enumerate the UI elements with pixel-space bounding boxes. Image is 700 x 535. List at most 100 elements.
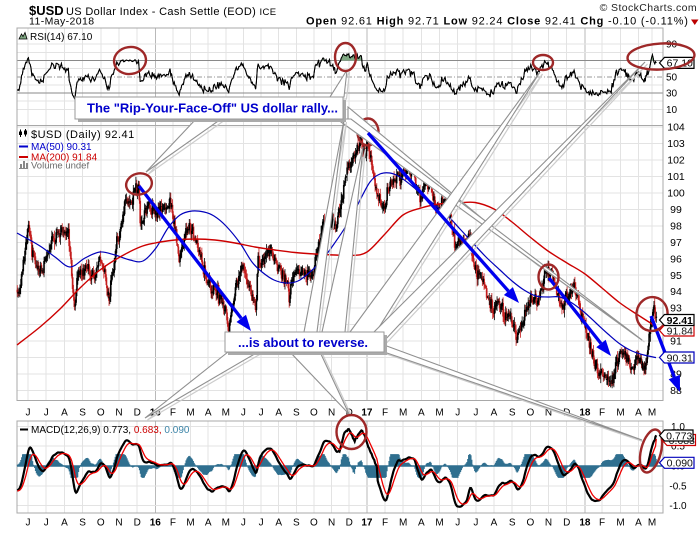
- svg-text:M: M: [435, 408, 443, 419]
- svg-text:18: 18: [579, 518, 591, 529]
- svg-text:N: N: [115, 518, 122, 529]
- svg-text:J: J: [455, 408, 460, 419]
- svg-text:O: O: [97, 408, 105, 419]
- svg-text:N: N: [328, 408, 335, 419]
- svg-text:A: A: [491, 518, 498, 529]
- svg-text:0.090: 0.090: [667, 458, 693, 470]
- svg-text:M: M: [616, 518, 624, 529]
- svg-text:© StockCharts.com: © StockCharts.com: [600, 2, 697, 14]
- svg-text:98: 98: [670, 220, 682, 232]
- svg-text:US Dollar Index - Cash Settle: US Dollar Index - Cash Settle (EOD) ICE: [66, 6, 276, 18]
- svg-text:S: S: [293, 408, 300, 419]
- svg-text:99: 99: [670, 204, 682, 216]
- svg-text:N: N: [545, 408, 552, 419]
- svg-text:92.41: 92.41: [667, 315, 693, 327]
- svg-text:18: 18: [579, 408, 591, 419]
- svg-text:102: 102: [667, 155, 685, 167]
- svg-text:...is about to reverse.: ...is about to reverse.: [238, 335, 368, 350]
- svg-text:M: M: [399, 408, 407, 419]
- svg-text:16: 16: [150, 518, 162, 529]
- svg-text:$USD (Daily) 92.41: $USD (Daily) 92.41: [31, 129, 135, 141]
- svg-text:100: 100: [667, 188, 685, 200]
- svg-text:10: 10: [666, 105, 678, 116]
- svg-text:J: J: [26, 518, 31, 529]
- svg-text:30: 30: [666, 89, 678, 100]
- svg-text:J: J: [473, 408, 478, 419]
- svg-text:$USD: $USD: [29, 3, 64, 18]
- svg-text:50: 50: [666, 72, 678, 83]
- svg-text:91.84: 91.84: [667, 325, 693, 337]
- svg-text:A: A: [275, 408, 282, 419]
- svg-text:J: J: [44, 408, 49, 419]
- svg-text:J: J: [455, 518, 460, 529]
- svg-text:F: F: [382, 408, 388, 419]
- svg-text:17: 17: [361, 518, 373, 529]
- svg-text:A: A: [205, 518, 212, 529]
- svg-text:F: F: [599, 518, 605, 529]
- svg-text:J: J: [473, 518, 478, 529]
- svg-text:A: A: [275, 518, 282, 529]
- svg-text:O: O: [527, 518, 535, 529]
- svg-text:S: S: [509, 518, 516, 529]
- svg-text:F: F: [382, 518, 388, 529]
- svg-text:96: 96: [670, 253, 682, 265]
- svg-text:D: D: [563, 518, 570, 529]
- svg-text:J: J: [259, 518, 264, 529]
- svg-text:101: 101: [667, 171, 685, 183]
- svg-text:A: A: [491, 408, 498, 419]
- svg-text:A: A: [418, 408, 425, 419]
- svg-text:93: 93: [670, 303, 682, 315]
- svg-text:D: D: [346, 518, 353, 529]
- svg-text:97: 97: [670, 237, 682, 249]
- svg-text:A: A: [635, 518, 642, 529]
- svg-text:0.773: 0.773: [666, 430, 692, 442]
- svg-text:95: 95: [670, 270, 682, 282]
- svg-text:O: O: [310, 518, 318, 529]
- svg-text:Open 92.61 High 92.71 Low 92.2: Open 92.61 High 92.71 Low 92.24 Close 92…: [306, 16, 689, 28]
- svg-text:J: J: [26, 408, 31, 419]
- svg-text:-0.5: -0.5: [669, 481, 687, 492]
- svg-text:J: J: [241, 408, 246, 419]
- svg-text:A: A: [418, 518, 425, 529]
- svg-text:1.0: 1.0: [671, 422, 685, 433]
- svg-text:S: S: [293, 518, 300, 529]
- svg-text:M: M: [435, 518, 443, 529]
- svg-text:The "Rip-Your-Face-Off" US dol: The "Rip-Your-Face-Off" US dollar rally.…: [87, 101, 338, 116]
- svg-text:F: F: [170, 518, 176, 529]
- svg-text:94: 94: [670, 286, 682, 298]
- svg-text:90.31: 90.31: [667, 352, 693, 364]
- svg-text:M: M: [186, 518, 194, 529]
- svg-text:103: 103: [667, 138, 685, 150]
- svg-text:N: N: [115, 408, 122, 419]
- svg-text:A: A: [61, 518, 68, 529]
- svg-text:MA(50) 90.31: MA(50) 90.31: [31, 142, 92, 153]
- svg-text:M: M: [222, 408, 230, 419]
- svg-text:J: J: [44, 518, 49, 529]
- svg-text:J: J: [259, 408, 264, 419]
- svg-text:F: F: [170, 408, 176, 419]
- svg-text:F: F: [599, 408, 605, 419]
- svg-text:Volume undef: Volume undef: [31, 161, 89, 172]
- svg-text:0.5: 0.5: [671, 442, 685, 453]
- svg-text:11-May-2018: 11-May-2018: [29, 16, 95, 28]
- svg-text:104: 104: [667, 122, 685, 134]
- svg-text:M: M: [186, 408, 194, 419]
- svg-text:D: D: [134, 408, 141, 419]
- svg-text:A: A: [635, 408, 642, 419]
- svg-text:67.10: 67.10: [667, 58, 693, 70]
- svg-text:RSI(14) 67.10: RSI(14) 67.10: [30, 32, 93, 43]
- svg-text:A: A: [61, 408, 68, 419]
- svg-text:89: 89: [670, 368, 682, 380]
- svg-text:N: N: [545, 518, 552, 529]
- svg-text:S: S: [79, 408, 86, 419]
- svg-text:88: 88: [670, 385, 682, 397]
- svg-text:S: S: [509, 408, 516, 419]
- svg-text:O: O: [310, 408, 318, 419]
- svg-text:M: M: [648, 518, 656, 529]
- svg-text:17: 17: [361, 408, 373, 419]
- svg-text:91: 91: [670, 336, 682, 348]
- svg-text:A: A: [205, 408, 212, 419]
- svg-text:90: 90: [666, 40, 678, 51]
- svg-text:M: M: [648, 408, 656, 419]
- svg-text:M: M: [399, 518, 407, 529]
